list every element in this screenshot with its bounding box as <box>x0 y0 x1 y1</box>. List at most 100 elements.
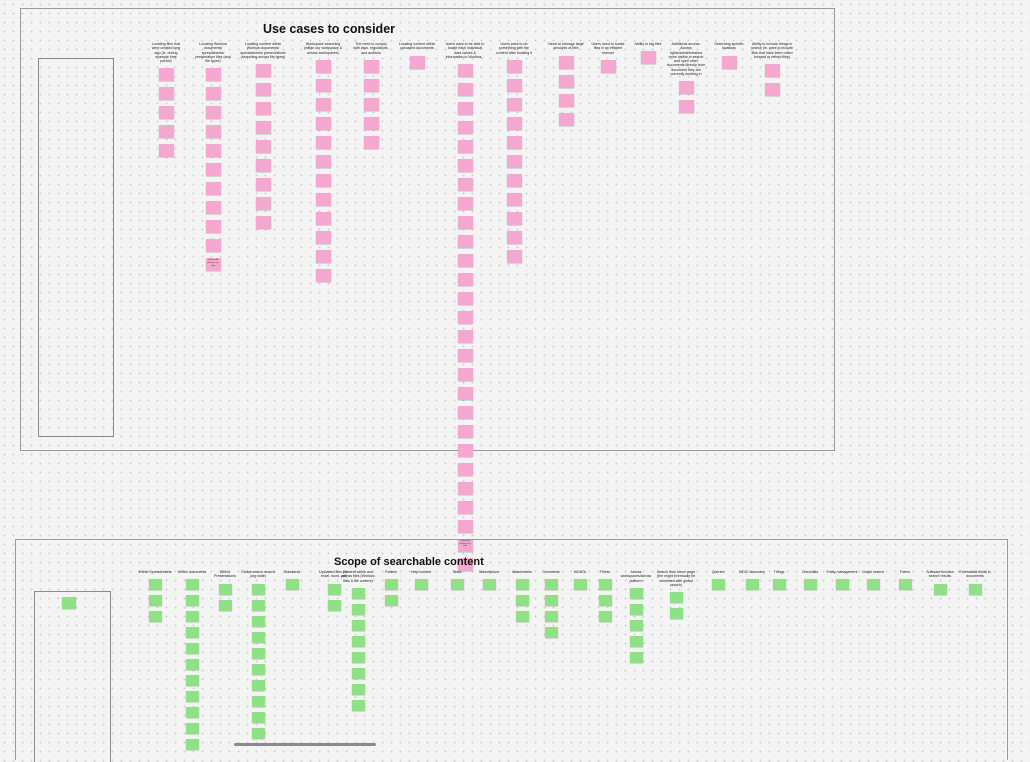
sticky-note[interactable] <box>482 579 496 591</box>
sticky-note[interactable] <box>351 619 365 631</box>
sticky-note[interactable] <box>158 106 174 120</box>
sticky-note[interactable] <box>363 116 379 130</box>
sticky-note[interactable] <box>205 125 221 139</box>
use-cases-frame[interactable] <box>20 8 835 451</box>
sticky-note[interactable] <box>515 579 529 591</box>
sticky-note[interactable] <box>506 192 522 206</box>
sticky-note[interactable] <box>457 159 473 173</box>
sticky-note[interactable] <box>629 635 643 647</box>
sticky-note[interactable] <box>669 592 683 604</box>
sticky-note[interactable] <box>457 387 473 401</box>
sticky-note[interactable] <box>629 619 643 631</box>
sticky-note[interactable] <box>457 520 473 534</box>
sticky-note[interactable]: Nothing AI platform org wide <box>205 258 221 272</box>
sticky-note[interactable] <box>327 599 341 611</box>
sticky-note[interactable] <box>457 178 473 192</box>
sticky-note[interactable] <box>205 182 221 196</box>
sticky-note[interactable] <box>251 631 265 643</box>
sticky-note[interactable] <box>315 135 331 149</box>
sticky-note[interactable] <box>315 192 331 206</box>
sticky-note[interactable] <box>255 216 271 230</box>
sticky-note[interactable] <box>457 140 473 154</box>
sticky-note[interactable] <box>255 140 271 154</box>
sticky-note[interactable] <box>255 102 271 116</box>
sticky-note[interactable] <box>678 81 694 95</box>
sticky-note[interactable] <box>148 579 162 591</box>
sticky-note[interactable] <box>515 611 529 623</box>
sticky-note[interactable] <box>205 163 221 177</box>
sticky-note[interactable] <box>558 93 574 107</box>
sticky-note[interactable] <box>598 579 612 591</box>
sticky-note[interactable] <box>351 635 365 647</box>
sticky-note[interactable] <box>251 647 265 659</box>
sticky-note[interactable] <box>629 651 643 663</box>
sticky-note[interactable] <box>363 135 379 149</box>
sticky-note[interactable] <box>185 691 199 703</box>
sticky-note[interactable] <box>327 583 341 595</box>
sticky-note[interactable] <box>205 239 221 253</box>
sticky-note[interactable] <box>558 55 574 69</box>
sticky-note[interactable] <box>600 59 616 73</box>
sticky-note[interactable] <box>640 51 656 65</box>
sticky-note[interactable] <box>629 587 643 599</box>
sticky-note[interactable] <box>351 603 365 615</box>
sticky-note[interactable] <box>315 154 331 168</box>
sticky-note[interactable] <box>968 583 982 595</box>
sticky-note[interactable] <box>457 273 473 287</box>
sticky-note[interactable] <box>185 611 199 623</box>
sticky-note[interactable] <box>457 463 473 477</box>
sticky-note[interactable] <box>148 611 162 623</box>
sticky-note[interactable] <box>255 178 271 192</box>
sticky-note[interactable] <box>457 482 473 496</box>
sticky-note[interactable]: Nothing AI platform org wide <box>457 539 473 553</box>
sticky-note[interactable] <box>363 97 379 111</box>
sticky-note[interactable] <box>457 83 473 97</box>
sticky-note[interactable] <box>450 579 464 591</box>
sticky-note[interactable] <box>669 608 683 620</box>
sticky-note[interactable] <box>205 68 221 82</box>
sticky-note[interactable] <box>351 651 365 663</box>
sticky-note[interactable] <box>544 595 558 607</box>
sticky-note[interactable] <box>255 159 271 173</box>
sticky-note[interactable] <box>558 112 574 126</box>
sticky-note[interactable] <box>457 501 473 515</box>
sticky-note[interactable] <box>835 579 849 591</box>
sticky-note[interactable] <box>185 659 199 671</box>
sticky-note[interactable] <box>251 615 265 627</box>
sticky-note[interactable] <box>315 173 331 187</box>
sticky-note[interactable] <box>457 330 473 344</box>
sticky-note[interactable] <box>351 667 365 679</box>
sticky-note[interactable] <box>933 583 947 595</box>
sticky-note[interactable] <box>764 83 780 97</box>
sticky-note[interactable] <box>251 599 265 611</box>
sticky-note[interactable] <box>218 583 232 595</box>
sticky-note[interactable] <box>457 368 473 382</box>
sticky-note[interactable] <box>384 595 398 607</box>
sticky-note[interactable] <box>745 579 759 591</box>
sticky-note[interactable] <box>457 292 473 306</box>
sticky-note[interactable] <box>457 254 473 268</box>
sticky-note[interactable] <box>721 55 737 69</box>
sticky-note[interactable] <box>285 579 299 591</box>
sticky-note[interactable] <box>457 558 473 572</box>
sticky-note[interactable] <box>506 116 522 130</box>
sticky-note[interactable] <box>506 173 522 187</box>
sticky-note[interactable] <box>457 235 473 249</box>
sticky-note[interactable] <box>205 87 221 101</box>
sticky-note[interactable] <box>457 197 473 211</box>
sticky-note[interactable] <box>185 707 199 719</box>
sticky-note[interactable] <box>506 211 522 225</box>
sticky-note[interactable] <box>255 64 271 78</box>
sticky-note[interactable] <box>251 679 265 691</box>
sticky-note[interactable] <box>384 579 398 591</box>
sticky-note[interactable] <box>315 116 331 130</box>
sticky-note[interactable] <box>148 595 162 607</box>
sticky-note[interactable] <box>251 583 265 595</box>
sticky-note[interactable] <box>678 100 694 114</box>
sticky-note[interactable] <box>185 627 199 639</box>
sticky-note[interactable] <box>506 135 522 149</box>
sticky-note[interactable] <box>158 125 174 139</box>
sticky-note[interactable] <box>457 425 473 439</box>
sticky-note[interactable] <box>158 87 174 101</box>
sticky-note[interactable] <box>506 59 522 73</box>
